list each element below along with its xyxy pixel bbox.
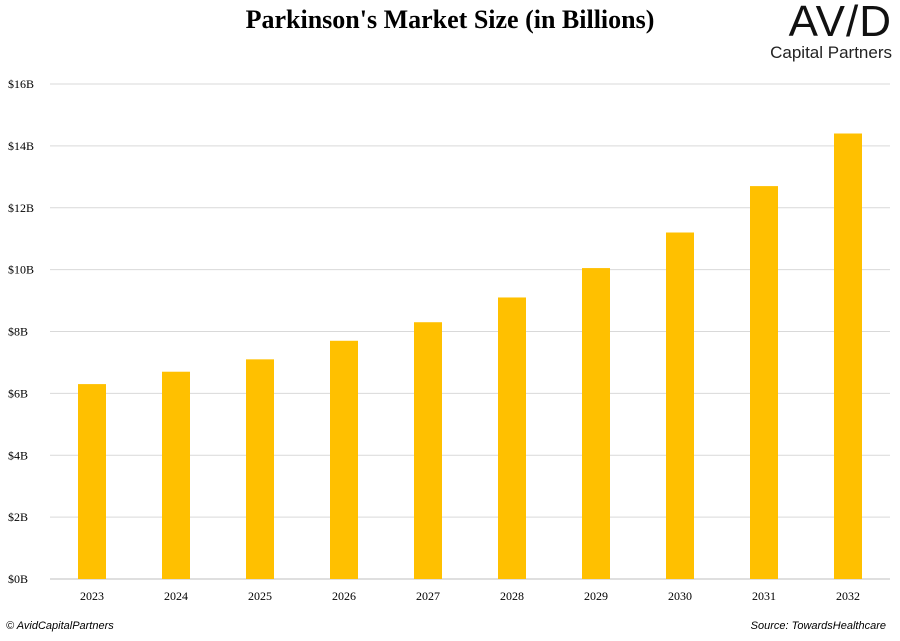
company-logo: AV/D Capital Partners	[762, 0, 892, 62]
source-note: Source: TowardsHealthcare	[750, 620, 886, 632]
bar	[414, 322, 442, 579]
y-tick-label: $16B	[8, 77, 34, 91]
y-tick-label: $4B	[8, 448, 28, 462]
logo-subtitle: Capital Partners	[770, 43, 892, 62]
bar	[246, 359, 274, 579]
logo-mark: AV/D	[788, 0, 892, 46]
bar	[162, 371, 190, 579]
x-tick-label: 2026	[332, 589, 356, 603]
x-tick-label: 2027	[416, 589, 440, 603]
y-tick-label: $12B	[8, 201, 34, 215]
x-tick-label: 2030	[668, 589, 692, 603]
bar	[330, 340, 358, 579]
x-tick-label: 2024	[164, 589, 188, 603]
x-tick-label: 2025	[248, 589, 272, 603]
bar	[498, 297, 526, 579]
x-tick-label: 2031	[752, 589, 776, 603]
x-tick-label: 2032	[836, 589, 860, 603]
x-tick-label: 2029	[584, 589, 608, 603]
y-tick-label: $6B	[8, 386, 28, 400]
bar	[78, 384, 106, 579]
copyright-note: © AvidCapitalPartners	[6, 620, 114, 632]
y-tick-label: $2B	[8, 510, 28, 524]
x-tick-label: 2028	[500, 589, 524, 603]
bar	[582, 268, 610, 579]
chart-title: Parkinson's Market Size (in Billions)	[245, 5, 655, 34]
y-tick-label: $10B	[8, 263, 34, 277]
y-tick-label: $8B	[8, 325, 28, 339]
y-tick-label: $0B	[8, 572, 28, 586]
y-tick-label: $14B	[8, 139, 34, 153]
bar	[750, 186, 778, 579]
bar	[834, 133, 862, 579]
bar	[666, 232, 694, 579]
x-tick-label: 2023	[80, 589, 104, 603]
